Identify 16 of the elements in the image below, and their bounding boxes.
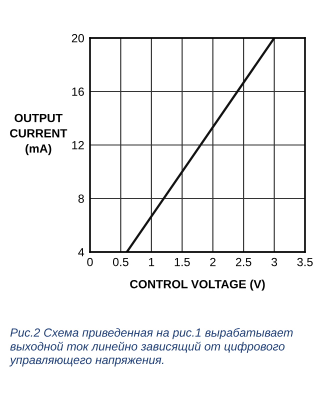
x-tick-label: 0 bbox=[87, 258, 93, 266]
x-tick-label: 2 bbox=[210, 258, 216, 266]
x-tick-label: 1.5 bbox=[174, 258, 190, 266]
x-tick-label: 2.5 bbox=[236, 258, 252, 266]
x-tick-label: 1 bbox=[149, 258, 154, 266]
y-tick-label: 20 bbox=[72, 34, 84, 42]
y-axis-title: OUTPUT CURRENT (mA) bbox=[10, 114, 68, 156]
y-tick-label: 16 bbox=[72, 88, 84, 96]
x-tick-label: 3.5 bbox=[297, 258, 313, 266]
x-tick-label: 0.5 bbox=[112, 258, 128, 266]
y-tick-label: 4 bbox=[78, 248, 84, 256]
text: Рис.2 Схема приведенная на рис.1 вырабатывает выходной ток линейно зависящий от цифрового управляющего напряжения. bbox=[9, 328, 293, 366]
x-tick-label: 3 bbox=[271, 258, 278, 266]
y-tick-label: 12 bbox=[72, 141, 84, 150]
y-tick-label: 8 bbox=[78, 194, 84, 203]
x-axis-title: CONTROL VOLTAGE (V) bbox=[130, 280, 265, 291]
